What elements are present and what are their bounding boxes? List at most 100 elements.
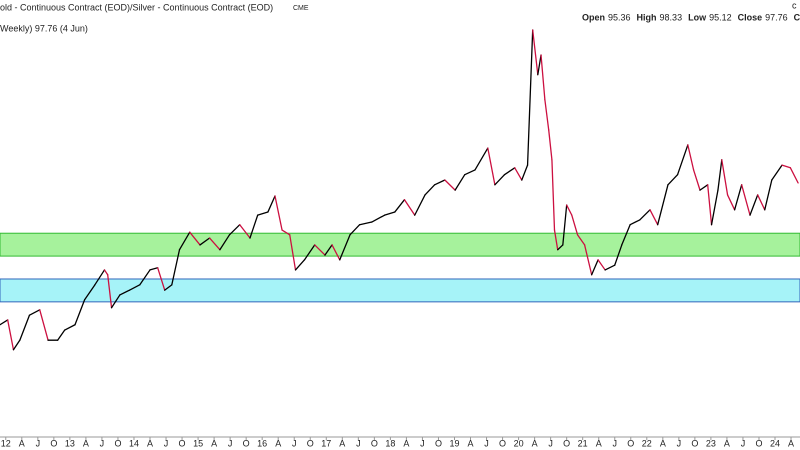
price-segment [749,194,759,216]
x-tick-label: O [499,438,506,448]
price-segment [178,231,191,251]
x-tick-label: J [484,438,489,448]
price-segment [281,229,291,236]
price-segment [540,54,546,101]
x-tick-label: J [228,438,233,448]
x-tick-label: J [741,438,746,448]
price-segment [721,159,729,196]
ohlc-value: 95.12 [709,12,732,22]
ohlc-label: Ch [794,12,800,22]
price-segment [228,224,241,236]
price-segment [717,159,723,191]
x-tick-label: O [243,438,250,448]
x-tick-label: A [19,438,25,448]
price-segment [358,221,373,226]
price-segment [629,219,641,226]
price-segment [157,267,166,291]
price-segment [339,234,351,261]
price-segment [119,289,131,296]
price-segment [28,309,41,316]
x-tick-label: A [275,438,281,448]
price-segment [199,237,211,246]
support-band [0,278,800,303]
x-tick-label: 17 [321,438,331,448]
price-segment [526,29,534,166]
price-segment [771,164,783,181]
price-segment [164,284,173,291]
x-tick-label: O [627,438,634,448]
price-segment [107,274,113,309]
x-tick-label: A [532,438,538,448]
x-tick-label: 19 [449,438,459,448]
ohlc-value: 95.36 [608,12,631,22]
price-segment [403,199,416,216]
x-tick-label: A [83,438,89,448]
price-segment [371,214,386,223]
price-segment [171,249,181,286]
price-segment [548,129,553,161]
price-segment [239,224,251,239]
x-tick-label: 18 [385,438,395,448]
price-segment [444,179,456,191]
x-tick-label: A [403,438,409,448]
x-tick-label: 16 [257,438,267,448]
ohlc-label: Close [738,12,763,22]
price-segment [710,189,719,226]
price-segment [349,224,361,236]
price-segment [219,234,231,251]
price-segment [741,184,751,216]
price-segment [571,214,579,236]
x-tick-label: O [371,438,378,448]
price-segment [12,339,21,351]
ohlc-value: 97.76 [765,12,788,22]
price-segment [597,259,606,271]
price-segment [7,319,15,351]
price-segment [383,211,396,216]
x-tick-label: O [179,438,186,448]
price-segment [789,167,799,184]
price-segment [757,194,766,211]
price-segment [532,29,539,76]
price-segment [521,164,529,181]
x-tick-label: 12 [1,438,11,448]
x-tick-label: 13 [65,438,75,448]
x-tick-label: 14 [129,438,139,448]
price-segment [667,174,679,186]
price-segment [614,244,623,266]
price-segment [649,209,659,226]
price-segment [699,184,709,191]
ohlc-label: High [637,12,657,22]
price-segment [331,244,341,261]
price-segment [0,319,9,326]
price-segment [474,147,489,171]
x-tick-label: A [596,438,602,448]
price-segment [267,195,276,213]
x-tick-label: J [164,438,169,448]
price-segment [537,54,542,76]
price-segment [424,184,436,196]
price-segment [110,294,121,309]
price-segment [494,174,506,186]
x-tick-label: J [548,438,553,448]
price-segment [103,269,109,276]
price-segment [591,259,599,276]
price-segment [726,194,736,211]
x-tick-label: O [307,438,314,448]
price-segment [604,264,616,271]
price-segment [514,167,523,181]
x-tick-label: A [339,438,345,448]
ohlc-label: Low [688,12,707,22]
x-tick-label: O [691,438,698,448]
price-segment [676,144,689,176]
x-tick-label: O [563,438,570,448]
price-segment [94,269,106,286]
x-tick-label: 23 [706,438,716,448]
price-segment [433,179,446,186]
ohlc-value: 98.33 [660,12,683,22]
price-segment [781,164,792,169]
price-segment [128,284,141,291]
price-segment [208,237,221,251]
